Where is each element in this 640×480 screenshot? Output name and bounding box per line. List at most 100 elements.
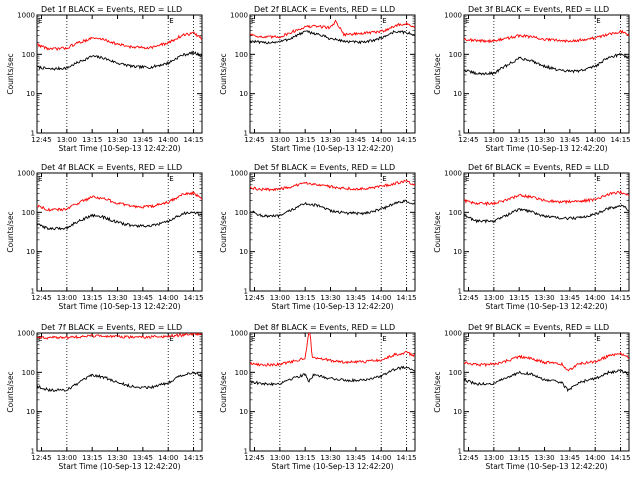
- y-axis-label: Counts/sec: [433, 211, 442, 252]
- x-axis-label: Start Time (10-Sep-13 12:42:20): [486, 302, 608, 311]
- x-tick-label: 13:00: [57, 294, 77, 302]
- panel-det-9: Det 9f BLACK = Events, RED = LLD E E 1 10 100…: [433, 323, 631, 471]
- events-line: [250, 30, 415, 45]
- x-tick-label: 13:45: [133, 454, 153, 462]
- x-tick-label: 13:45: [560, 136, 580, 144]
- y-tick-label: 10: [26, 248, 35, 256]
- y-tick-label: 10: [26, 90, 35, 98]
- x-tick-label: 14:00: [158, 294, 178, 302]
- events-line: [464, 204, 629, 224]
- y-axis-label: Counts/sec: [6, 53, 15, 94]
- x-tick-label: 13:15: [82, 136, 102, 144]
- x-tick-label: 13:00: [484, 454, 504, 462]
- x-tick-label: 13:15: [295, 294, 315, 302]
- y-tick-label: 1000: [17, 330, 35, 338]
- panel-det-4: Det 4f BLACK = Events, RED = LLD E E 1 10 100…: [6, 163, 204, 311]
- plot-frame: [249, 332, 416, 452]
- x-tick-label: 14:00: [158, 454, 178, 462]
- x-tick-label: 14:15: [396, 136, 416, 144]
- x-tick-label: 14:15: [183, 136, 203, 144]
- x-tick-label: 12:45: [31, 294, 51, 302]
- y-axis-label: Counts/sec: [433, 371, 442, 412]
- x-tick-label: 14:15: [610, 294, 630, 302]
- plot-frame: [463, 172, 630, 292]
- panel-title: Det 1f BLACK = Events, RED = LLD: [41, 5, 182, 14]
- x-tick-label: 13:00: [57, 136, 77, 144]
- x-tick-label: 12:45: [31, 136, 51, 144]
- y-axis-label: Counts/sec: [219, 53, 228, 94]
- y-axis-label: Counts/sec: [219, 211, 228, 252]
- y-tick-label: 10: [453, 90, 462, 98]
- x-tick-label: 13:00: [484, 136, 504, 144]
- x-tick-label: 12:45: [244, 454, 264, 462]
- panel-det-5: Det 5f BLACK = Events, RED = LLD E E 1 10 100…: [219, 163, 417, 311]
- y-tick-label: 100: [449, 209, 462, 217]
- y-tick-label: 100: [235, 369, 248, 377]
- panel-title: Det 7f BLACK = Events, RED = LLD: [41, 323, 182, 332]
- lld-line: [37, 190, 202, 212]
- x-tick-label: 13:45: [560, 454, 580, 462]
- x-tick-label: 13:15: [295, 136, 315, 144]
- plot-frame: [463, 14, 630, 134]
- marker-label: E: [38, 17, 42, 25]
- x-axis-label: Start Time (10-Sep-13 12:42:20): [272, 144, 394, 153]
- lld-line: [250, 19, 415, 40]
- panel-title: Det 2f BLACK = Events, RED = LLD: [254, 5, 395, 14]
- x-tick-label: 14:15: [610, 454, 630, 462]
- y-tick-label: 10: [239, 408, 248, 416]
- x-tick-label: 14:00: [371, 454, 391, 462]
- x-tick-label: 13:45: [133, 294, 153, 302]
- x-tick-label: 14:00: [585, 454, 605, 462]
- events-line: [250, 199, 415, 219]
- x-axis-label: Start Time (10-Sep-13 12:42:20): [486, 144, 608, 153]
- y-tick-label: 100: [22, 369, 35, 377]
- lld-line: [464, 189, 629, 207]
- x-tick-label: 13:30: [107, 454, 127, 462]
- x-tick-label: 13:45: [133, 136, 153, 144]
- x-tick-label: 13:30: [107, 136, 127, 144]
- y-tick-label: 1000: [17, 170, 35, 178]
- x-tick-label: 13:00: [270, 454, 290, 462]
- y-tick-label: 100: [22, 209, 35, 217]
- x-tick-label: 14:15: [396, 454, 416, 462]
- events-line: [464, 369, 629, 393]
- y-tick-label: 1: [244, 448, 248, 456]
- x-tick-label: 13:00: [270, 136, 290, 144]
- events-line: [464, 52, 629, 76]
- y-tick-label: 10: [239, 90, 248, 98]
- x-tick-label: 13:15: [509, 454, 529, 462]
- x-axis-label: Start Time (10-Sep-13 12:42:20): [59, 302, 181, 311]
- y-tick-label: 1: [244, 288, 248, 296]
- y-tick-label: 1000: [230, 12, 248, 20]
- y-tick-label: 1000: [444, 12, 462, 20]
- plot-frame: [36, 14, 203, 134]
- panel-det-6: Det 6f BLACK = Events, RED = LLD E E 1 10 100…: [433, 163, 631, 311]
- lld-line: [37, 333, 202, 340]
- x-tick-label: 14:15: [610, 136, 630, 144]
- y-tick-label: 1000: [444, 330, 462, 338]
- panel-title: Det 5f BLACK = Events, RED = LLD: [254, 163, 395, 172]
- y-tick-label: 10: [239, 248, 248, 256]
- events-line: [37, 50, 202, 71]
- x-axis-label: Start Time (10-Sep-13 12:42:20): [272, 302, 394, 311]
- x-tick-label: 12:45: [458, 294, 478, 302]
- panel-det-8: Det 8f BLACK = Events, RED = LLD E E 1 10 100…: [219, 323, 417, 471]
- x-tick-label: 13:45: [560, 294, 580, 302]
- events-line: [37, 211, 202, 231]
- y-tick-label: 10: [453, 408, 462, 416]
- panel-det-2: Det 2f BLACK = Events, RED = LLD E E 1 10 100…: [219, 5, 417, 153]
- x-tick-label: 13:15: [509, 294, 529, 302]
- y-tick-label: 10: [26, 408, 35, 416]
- x-tick-label: 14:00: [585, 136, 605, 144]
- plot-frame: [36, 332, 203, 452]
- panel-title: Det 3f BLACK = Events, RED = LLD: [468, 5, 609, 14]
- y-axis-label: Counts/sec: [433, 53, 442, 94]
- x-axis-label: Start Time (10-Sep-13 12:42:20): [59, 144, 181, 153]
- x-axis-label: Start Time (10-Sep-13 12:42:20): [59, 462, 181, 471]
- y-tick-label: 1000: [17, 12, 35, 20]
- x-tick-label: 13:30: [320, 294, 340, 302]
- y-tick-label: 1: [31, 288, 35, 296]
- x-tick-label: 13:00: [270, 294, 290, 302]
- y-tick-label: 100: [235, 51, 248, 59]
- events-line: [37, 371, 202, 393]
